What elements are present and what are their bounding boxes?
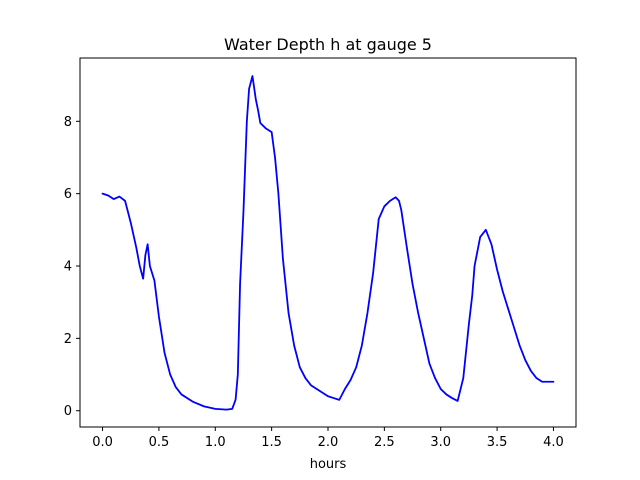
x-tick-label: 3.5	[487, 435, 508, 450]
x-tick-label: 0.5	[149, 435, 170, 450]
x-tick-label: 0.0	[92, 435, 113, 450]
x-tick-label: 1.5	[261, 435, 282, 450]
x-axis-label: hours	[310, 457, 347, 472]
y-tick-label: 0	[64, 404, 72, 419]
x-tick-label: 1.0	[205, 435, 226, 450]
y-axis-ticks: 0 2 4 6 8	[64, 115, 80, 419]
y-tick-label: 4	[64, 260, 72, 275]
plot-layer	[101, 75, 555, 411]
chart-title: Water Depth h at gauge 5	[224, 35, 432, 54]
x-tick-label: 2.0	[318, 435, 339, 450]
x-tick-label: 2.5	[374, 435, 395, 450]
axes-frame	[79, 57, 577, 428]
y-tick-label: 8	[64, 115, 72, 130]
x-axis-ticks: 0.0 0.5 1.0 1.5 2.0 2.5 3.0 3.5 4.0	[92, 427, 564, 450]
y-tick-label: 2	[64, 332, 72, 347]
y-tick-label: 6	[64, 187, 72, 202]
series-line-0	[101, 75, 555, 411]
x-tick-label: 3.0	[430, 435, 451, 450]
x-tick-label: 4.0	[543, 435, 564, 450]
